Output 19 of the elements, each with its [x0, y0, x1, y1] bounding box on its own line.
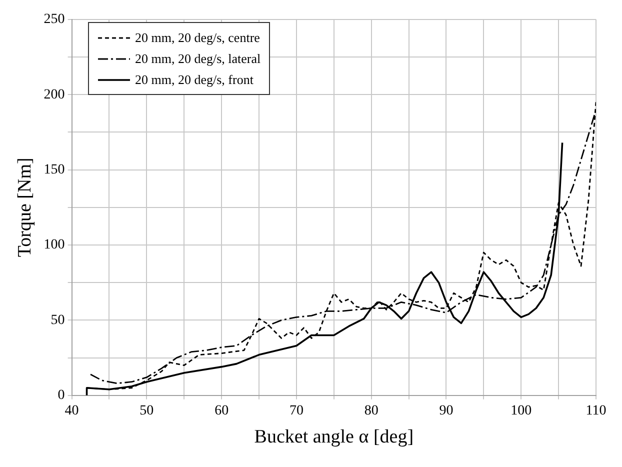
x-tick-label: 90: [439, 403, 454, 418]
x-tick-label: 40: [64, 403, 79, 418]
legend-label: 20 mm, 20 deg/s, lateral: [135, 50, 261, 66]
x-tick-label: 70: [289, 403, 304, 418]
y-axis-title: Torque [Nm]: [14, 158, 36, 258]
y-tick-label: 200: [44, 87, 65, 102]
legend-label: 20 mm, 20 deg/s, front: [135, 72, 254, 88]
x-tick-label: 50: [140, 403, 154, 418]
x-axis-title: Bucket angle α [deg]: [254, 426, 414, 448]
legend-label: 20 mm, 20 deg/s, centre: [135, 30, 260, 46]
y-tick-label: 50: [50, 312, 65, 328]
y-tick-label: 150: [44, 162, 65, 178]
y-tick-label: 0: [58, 388, 65, 404]
y-tick-label: 250: [44, 12, 65, 28]
x-tick-label: 110: [586, 403, 606, 418]
y-tick-label: 100: [44, 238, 65, 253]
x-tick-label: 60: [214, 403, 229, 418]
x-tick-label: 80: [364, 403, 378, 418]
x-tick-label: 100: [510, 403, 532, 418]
